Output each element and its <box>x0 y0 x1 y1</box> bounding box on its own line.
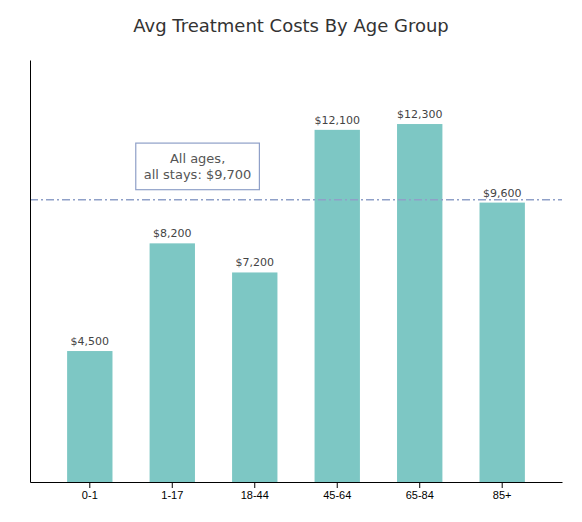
y-axis-line <box>30 61 31 483</box>
x-tick: 0-1 <box>82 482 98 501</box>
bar <box>67 351 112 482</box>
data-label: $8,200 <box>153 227 192 240</box>
data-label: $7,200 <box>236 256 275 269</box>
x-tick: 65-84 <box>406 482 434 501</box>
x-tick-mark <box>337 482 338 488</box>
data-labels: $4,500 $8,200 $7,200 $12,100 $12,300 $9,600 <box>71 108 522 348</box>
data-label: $12,100 <box>314 114 360 127</box>
chart-svg: 0-1 1-17 18-44 45-64 65-84 85+ $4,500 $8,200 $7,… <box>0 0 582 522</box>
title: Avg Treatment Costs By Age Group <box>133 15 449 36</box>
x-tick-label: 45-64 <box>323 489 351 501</box>
x-tick-label: 1-17 <box>161 489 183 501</box>
bar <box>480 203 525 482</box>
x-tick: 85+ <box>493 482 512 501</box>
plot-area: 0-1 1-17 18-44 45-64 65-84 85+ $4,500 $8,200 $7,… <box>30 61 563 501</box>
y-axis <box>30 61 31 483</box>
bar <box>232 272 277 482</box>
x-tick-mark <box>254 482 255 488</box>
bars <box>67 124 525 482</box>
x-tick-mark <box>89 482 90 488</box>
annotation-text: All ages,all stays: $9,700 <box>144 151 252 182</box>
x-tick-mark <box>502 482 503 488</box>
x-tick: 18-44 <box>241 482 269 501</box>
annotation-box <box>136 143 260 190</box>
x-tick-mark <box>172 482 173 488</box>
data-label: $9,600 <box>483 187 522 200</box>
x-tick-label: 85+ <box>493 489 512 501</box>
x-tick-mark <box>419 482 420 488</box>
bar <box>150 243 195 482</box>
x-tick-label: 65-84 <box>406 489 434 501</box>
data-label: $4,500 <box>71 335 110 348</box>
x-tick: 1-17 <box>161 482 183 501</box>
annotation-line: All ages, <box>170 151 225 166</box>
data-label: $12,300 <box>397 108 443 121</box>
annotation-line: all stays: $9,700 <box>144 167 252 182</box>
bar <box>397 124 442 482</box>
x-tick: 45-64 <box>323 482 351 501</box>
annotation: All ages,all stays: $9,700 <box>136 143 260 190</box>
x-axis-line <box>31 482 563 483</box>
x-axis: 0-1 1-17 18-44 45-64 65-84 85+ <box>31 482 563 501</box>
bar <box>315 130 360 482</box>
x-tick-label: 18-44 <box>241 489 269 501</box>
x-tick-label: 0-1 <box>82 489 98 501</box>
